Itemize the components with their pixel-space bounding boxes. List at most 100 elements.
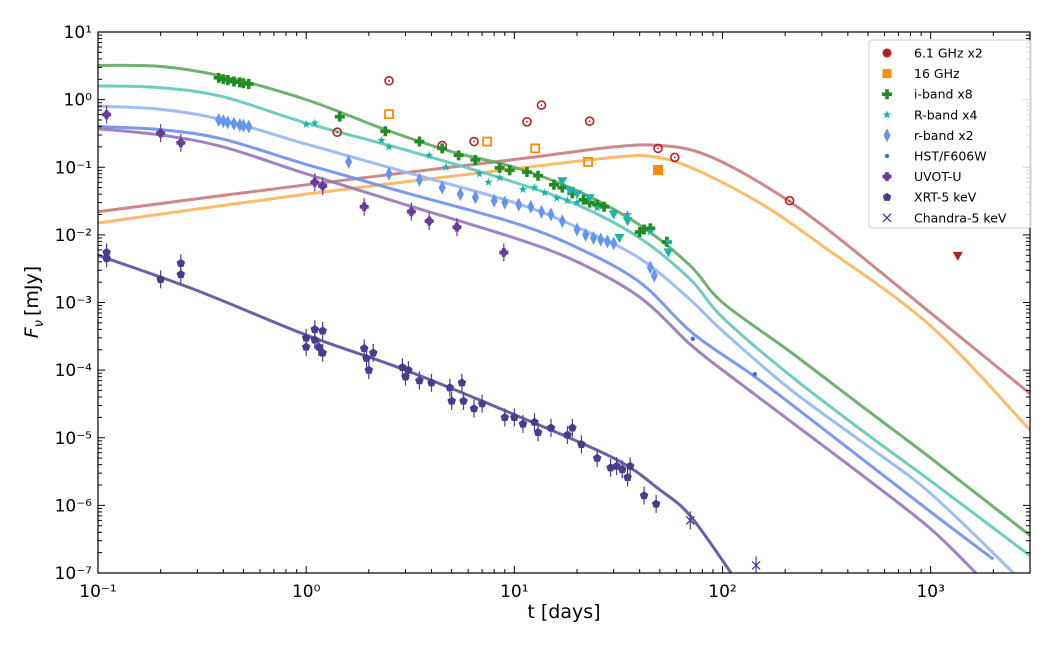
series-2: [213, 72, 672, 247]
upper-limit-point: [663, 248, 674, 258]
data-point: [752, 372, 758, 377]
data-point: [384, 75, 394, 86]
upper-limit-point: [584, 194, 595, 204]
y-tick-label: 10⁻⁵: [55, 429, 92, 449]
data-point: [447, 396, 456, 405]
data-point: [639, 490, 649, 500]
data-point: [301, 119, 311, 129]
data-point: [469, 136, 479, 147]
data-point: [484, 177, 493, 186]
data-point-core: [407, 208, 415, 216]
data-point-center: [588, 120, 591, 123]
legend-item-3: R-band x4: [882, 107, 978, 122]
data-point: [424, 150, 434, 159]
data-point-center: [526, 120, 528, 123]
data-point: [457, 378, 467, 387]
legend-label: 16 GHz: [914, 66, 960, 81]
data-point: [751, 560, 761, 570]
x-tick-label: 10⁰: [292, 582, 321, 602]
data-point: [245, 119, 253, 134]
data-point: [530, 417, 539, 426]
y-tick-label: 10⁻⁶: [55, 496, 93, 516]
data-point: [364, 365, 374, 374]
data-point: [548, 179, 559, 190]
series-0: [332, 75, 795, 206]
legend-label: i-band x8: [914, 87, 973, 102]
data-point: [427, 378, 436, 387]
y-tick-label: 10⁻¹: [55, 158, 92, 178]
data-point: [557, 182, 568, 193]
data-point: [546, 423, 556, 432]
legend-item-5: HST/F606W: [884, 149, 987, 164]
data-point: [359, 343, 369, 352]
legend-label: HST/F606W: [914, 149, 987, 164]
legend-label: UVOT-U: [914, 169, 961, 184]
data-point: [222, 75, 233, 86]
data-point-core: [319, 182, 327, 190]
data-point: [572, 198, 582, 207]
upper-limit-point: [557, 177, 568, 187]
data-point: [495, 173, 504, 182]
upper-limit-point: [622, 217, 633, 227]
data-point: [318, 348, 327, 357]
data-point: [582, 227, 590, 242]
data-point: [415, 376, 424, 385]
data-point-center: [540, 104, 543, 106]
model-curve-3: [98, 84, 1030, 557]
data-point: [314, 342, 324, 351]
data-point: [653, 165, 664, 176]
model-curve-1: [98, 153, 1030, 432]
data-point-center: [788, 199, 791, 202]
data-point: [310, 118, 320, 127]
legend-marker-core: [883, 173, 891, 181]
data-point: [521, 167, 532, 178]
legend-item-7: XRT-5 keV: [882, 190, 977, 205]
series-1: [384, 109, 664, 176]
data-point: [310, 335, 320, 344]
data-point: [540, 188, 550, 197]
data-point-core: [311, 178, 319, 186]
data-point: [592, 453, 602, 462]
y-tick-label: 10¹: [64, 23, 92, 43]
x-tick-label: 10¹: [500, 582, 528, 602]
data-point-core: [453, 223, 461, 231]
data-point: [243, 79, 254, 90]
data-point: [536, 100, 547, 110]
data-point: [563, 196, 572, 205]
data-point: [377, 135, 386, 144]
data-point: [456, 187, 464, 202]
data-point: [573, 222, 581, 237]
data-point: [577, 439, 586, 448]
upper-limit-point: [608, 210, 619, 220]
data-point: [646, 227, 655, 236]
data-point: [477, 399, 487, 408]
data-point: [345, 154, 353, 169]
data-point-center: [657, 147, 659, 150]
legend: 6.1 GHz x2 16 GHz i-band x8 R-band x4 r-band…: [868, 39, 1032, 229]
data-point-core: [177, 139, 185, 147]
data-point: [634, 227, 645, 238]
data-point: [301, 333, 311, 342]
data-point: [219, 114, 227, 129]
data-point: [414, 136, 425, 147]
upper-limit-point: [572, 190, 583, 200]
data-point: [334, 111, 345, 122]
data-point: [230, 116, 238, 131]
data-point: [482, 136, 493, 147]
data-point: [530, 143, 541, 154]
legend-item-4: r-band x2: [883, 128, 974, 143]
data-point: [469, 404, 479, 413]
data-point: [459, 396, 468, 405]
series-4: [215, 112, 658, 283]
data-point: [589, 230, 597, 245]
data-point: [597, 232, 605, 247]
data-point: [404, 365, 413, 374]
data-point: [584, 116, 595, 126]
legend-item-6: UVOT-U: [882, 169, 961, 184]
upper-limit-point: [564, 186, 575, 196]
data-point: [156, 274, 165, 283]
series-6: [102, 105, 509, 262]
data-point: [494, 162, 505, 173]
data-point: [567, 188, 578, 199]
